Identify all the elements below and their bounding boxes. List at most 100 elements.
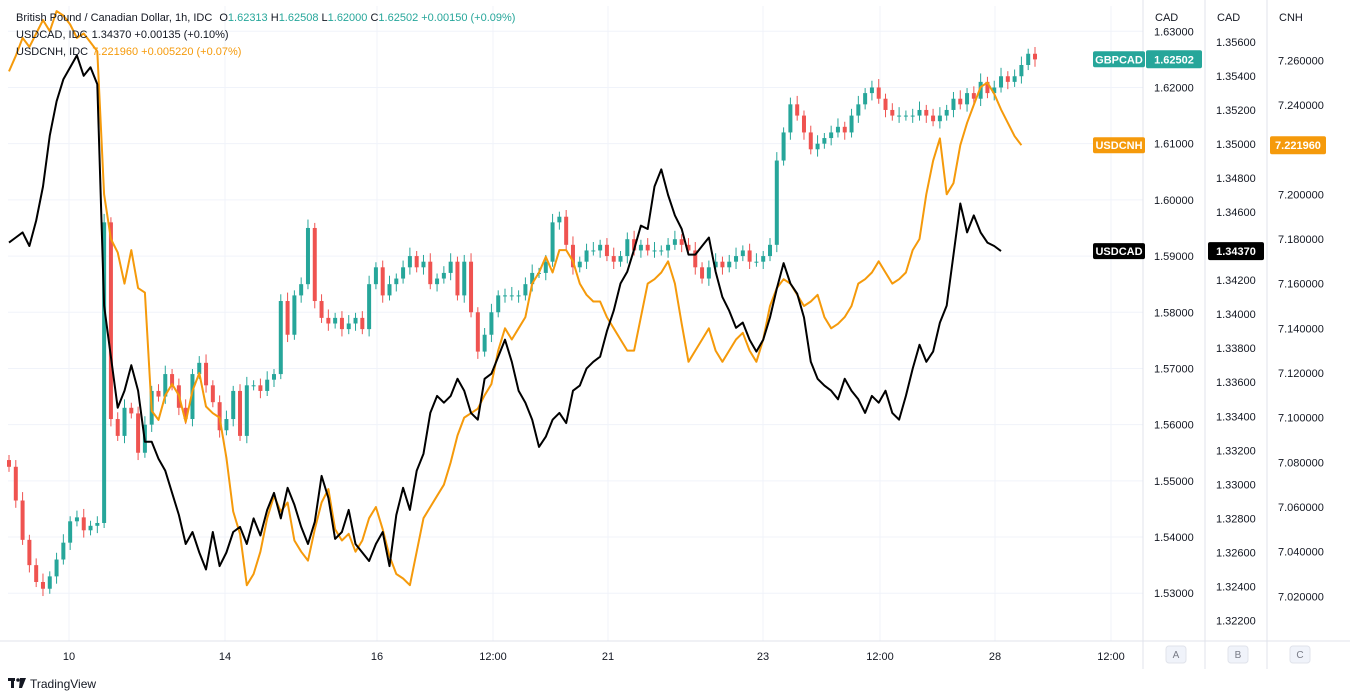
candle <box>1012 76 1017 82</box>
candle <box>672 239 677 245</box>
badge-gbpcad-name: GBPCAD <box>1095 54 1143 66</box>
candle <box>401 267 406 279</box>
legend-usdcad: USDCAD, IDC 1.34370 +0.00135 (+0.10%) <box>16 27 515 44</box>
candle <box>54 559 59 577</box>
x-tick-label: 21 <box>602 651 614 663</box>
candle <box>74 517 79 522</box>
candle <box>380 267 385 296</box>
footer: TradingView <box>8 677 96 691</box>
candle <box>34 565 39 582</box>
candle <box>469 261 474 313</box>
candle <box>890 109 895 116</box>
candle <box>543 261 548 273</box>
candle <box>217 402 222 431</box>
legend-high: 1.62508 <box>278 12 319 24</box>
candle <box>326 317 331 324</box>
candle <box>20 500 25 540</box>
candle <box>271 374 276 380</box>
candle <box>108 222 113 420</box>
candle <box>598 244 603 251</box>
candle <box>550 222 555 262</box>
axis-tick-B: 1.35400 <box>1216 71 1256 83</box>
candle <box>156 390 161 397</box>
scale-button-label-B: B <box>1235 650 1242 661</box>
candle <box>339 317 344 330</box>
candle <box>1033 53 1037 60</box>
price-axes: CAD 1.53000 1.54000 1.55000 1.56000 1.57000 1.… <box>1093 0 1326 669</box>
axis-tick-A: 1.61000 <box>1154 139 1194 151</box>
legend-usdcad-change: +0.00135 (+0.10%) <box>134 29 229 41</box>
axis-tick-C: 7.140000 <box>1278 323 1324 335</box>
candle <box>883 98 888 110</box>
series-usdcnh-line <box>8 10 1023 587</box>
legend-usdcnh-change: +0.005220 (+0.07%) <box>141 46 242 58</box>
candle <box>482 334 487 352</box>
legend-usdcnh-value: 7.221960 <box>92 46 139 58</box>
candle <box>625 239 630 257</box>
badge-gbpcad-value-bg <box>1146 50 1202 69</box>
candle <box>251 385 256 387</box>
axis-tick-A: 1.59000 <box>1154 251 1194 263</box>
scale-button-A[interactable] <box>1165 645 1187 664</box>
candle <box>822 138 827 144</box>
candle <box>747 250 752 262</box>
candle <box>808 132 813 150</box>
badge-usdcnh-value: 7.221960 <box>1275 140 1321 152</box>
candle <box>897 115 902 117</box>
axis-tick-A: 1.55000 <box>1154 476 1194 488</box>
candle <box>224 419 229 431</box>
candle <box>530 272 535 285</box>
candle <box>231 390 236 420</box>
legend-main-name: British Pound / Canadian Dollar, 1h, IDC <box>16 12 213 24</box>
candle <box>577 261 582 268</box>
candle <box>68 521 73 543</box>
candle <box>394 278 399 285</box>
badge-usdcad-name-bg <box>1093 243 1145 260</box>
candle <box>47 576 52 589</box>
candle <box>570 244 575 268</box>
candle <box>95 522 100 526</box>
candle <box>876 87 881 99</box>
candle <box>244 385 249 436</box>
legend-usdcnh-name: USDCNH, IDC <box>16 46 89 58</box>
axis-tick-A: 1.62000 <box>1154 82 1194 94</box>
grid <box>8 6 1143 641</box>
candle <box>557 216 562 223</box>
candle <box>367 284 372 330</box>
candle <box>489 312 494 335</box>
candle <box>40 581 45 589</box>
candle <box>346 323 351 330</box>
x-tick-label: 28 <box>989 651 1001 663</box>
axis-tick-C: 7.040000 <box>1278 547 1324 559</box>
candle <box>503 295 508 297</box>
candle <box>903 115 908 117</box>
candle <box>305 227 310 285</box>
scale-button-label-A: A <box>1173 650 1180 661</box>
candle <box>944 109 949 116</box>
candle <box>88 525 93 531</box>
candle <box>1019 65 1024 77</box>
candle <box>645 244 650 251</box>
candle <box>842 126 847 133</box>
candle <box>1005 76 1010 82</box>
candle <box>61 542 66 560</box>
scale-button-B[interactable] <box>1227 645 1249 664</box>
candle <box>564 216 569 245</box>
axis-tick-C: 7.120000 <box>1278 368 1324 380</box>
candle <box>971 93 976 99</box>
badge-usdcnh-value-bg <box>1270 136 1326 155</box>
candle <box>978 81 983 99</box>
candle <box>122 407 127 436</box>
candle <box>591 250 596 252</box>
tradingview-logo-icon <box>8 677 26 691</box>
candle <box>7 460 11 467</box>
axis-tick-C: 7.180000 <box>1278 234 1324 246</box>
axis-tick-A: 1.58000 <box>1154 307 1194 319</box>
candle <box>706 267 711 279</box>
axis-tick-B: 1.32800 <box>1216 513 1256 525</box>
candle <box>999 76 1004 88</box>
candle <box>604 244 609 257</box>
scale-button-C[interactable] <box>1289 645 1311 664</box>
axis-tick-B: 1.32600 <box>1216 547 1256 559</box>
